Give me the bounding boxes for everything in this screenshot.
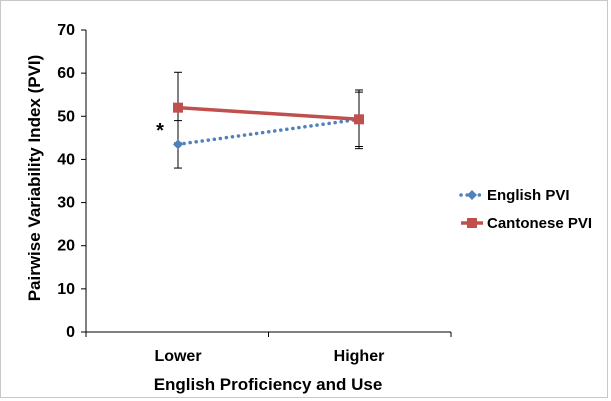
y-axis-title: Pairwise Variability Index (PVI) <box>25 55 44 302</box>
legend-cantonese-pvi-marker <box>467 218 477 228</box>
y-tick-label: 60 <box>57 65 75 82</box>
y-tick-label: 0 <box>66 324 75 341</box>
y-tick-label: 70 <box>57 22 75 39</box>
x-tick-label: Higher <box>334 348 385 365</box>
legend: English PVI Cantonese PVI <box>459 187 592 232</box>
axes <box>85 30 451 333</box>
y-tick-label: 50 <box>57 108 75 125</box>
x-axis-ticks: Lower Higher <box>85 332 452 365</box>
x-tick-label: Lower <box>154 348 201 365</box>
cantonese-pvi-marker <box>173 102 183 113</box>
y-tick-label: 20 <box>57 238 75 255</box>
legend-english-pvi-label: English PVI <box>487 187 570 204</box>
cantonese-pvi-marker <box>354 114 364 125</box>
y-tick-label: 30 <box>57 195 75 212</box>
cantonese-pviline <box>177 105 360 122</box>
english-pviline <box>176 117 361 147</box>
annotations: * <box>156 120 164 142</box>
error-bars <box>174 71 363 169</box>
english-pvi-marker <box>173 139 183 150</box>
legend-cantonese-pvi-label: Cantonese PVI <box>487 215 592 232</box>
legend-english-pvi-marker <box>467 190 477 200</box>
y-tick-label: 40 <box>57 151 75 168</box>
significance-asterisk: * <box>156 120 164 142</box>
x-axis-title: English Proficiency and Use <box>154 375 383 394</box>
series-lines <box>176 105 361 147</box>
series-markers <box>173 102 364 150</box>
y-tick-label: 10 <box>57 281 75 298</box>
y-axis-ticks: 0 10 20 30 40 50 60 70 <box>57 22 86 341</box>
